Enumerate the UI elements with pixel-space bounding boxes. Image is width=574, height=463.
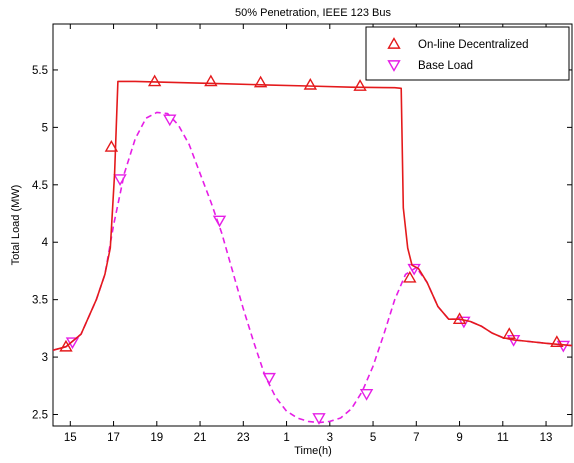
x-tick-label: 1 <box>283 432 289 444</box>
legend-label-online-decentralized: On-line Decentralized <box>418 39 529 51</box>
series-layer <box>53 74 572 425</box>
legend: On-line Decentralized Base Load <box>365 26 570 81</box>
x-tick-label: 7 <box>413 432 419 444</box>
chart-title: 50% Penetration, IEEE 123 Bus <box>235 7 391 19</box>
series-marker <box>59 339 73 352</box>
x-tick-label: 3 <box>327 432 333 444</box>
axis-ticks <box>53 24 572 426</box>
x-tick-label: 23 <box>237 432 250 444</box>
legend-marker-online-decentralized <box>387 37 401 49</box>
x-tick-label: 21 <box>194 432 207 444</box>
y-tick-label: 5.5 <box>32 65 48 77</box>
x-axis-label: Time(h) <box>294 445 331 457</box>
plot-area <box>52 23 573 427</box>
series-marker <box>353 79 367 91</box>
series-marker <box>403 270 417 283</box>
series-marker <box>104 139 119 152</box>
x-tick-label: 17 <box>107 432 120 444</box>
series-marker <box>204 74 218 87</box>
y-tick-label: 3.5 <box>32 295 48 307</box>
x-tick-label: 15 <box>64 432 77 444</box>
series-marker <box>452 312 467 325</box>
y-tick-label: 4 <box>42 237 49 249</box>
x-tick-label: 9 <box>456 432 462 444</box>
x-tick-label: 13 <box>540 432 553 444</box>
x-tick-labels: 15 17 19 21 23 1 3 5 7 9 11 13 <box>64 432 553 444</box>
legend-box <box>365 26 570 81</box>
series-marker <box>163 114 177 127</box>
y-tick-label: 5 <box>42 122 48 134</box>
series-line <box>53 80 572 351</box>
series-marker <box>550 335 564 347</box>
legend-label-base-load: Base Load <box>418 60 473 72</box>
series-online-decentralized <box>53 74 572 352</box>
y-tick-label: 3 <box>42 352 48 364</box>
legend-marker-shape <box>387 60 401 72</box>
series-marker <box>502 327 516 339</box>
series-marker <box>262 372 276 385</box>
series-marker <box>212 215 227 228</box>
series-marker <box>457 316 471 329</box>
legend-marker-shape <box>387 37 401 49</box>
legend-marker-base-load <box>387 60 401 72</box>
y-axis-label: Total Load (MW) <box>10 185 22 266</box>
x-tick-label: 11 <box>497 432 509 444</box>
y-tick-labels: 2.5 3 3.5 4 4.5 5 5.5 <box>32 65 49 422</box>
series-marker <box>253 75 268 88</box>
series-marker <box>312 413 326 425</box>
series-marker <box>147 74 162 87</box>
series-marker <box>359 389 374 401</box>
y-tick-label: 2.5 <box>32 410 48 422</box>
series-marker <box>303 77 318 90</box>
x-tick-label: 5 <box>370 432 376 444</box>
series-marker <box>113 174 127 186</box>
y-tick-label: 4.5 <box>32 180 48 192</box>
x-tick-label: 19 <box>150 432 163 444</box>
series-marker <box>407 263 421 276</box>
